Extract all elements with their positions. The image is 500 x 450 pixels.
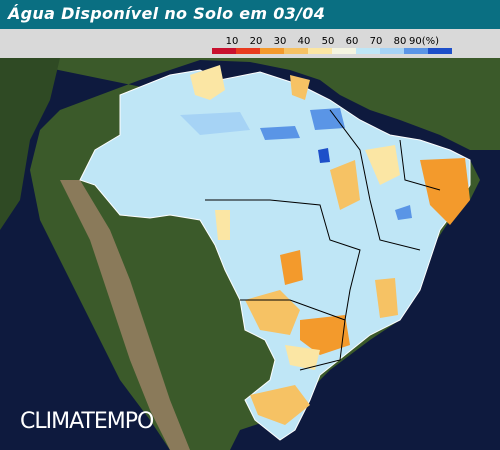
borders [205, 109, 441, 371]
legend-label: 70 [370, 36, 383, 47]
legend-label: 30 [274, 36, 287, 47]
legend-label: 10 [226, 36, 239, 47]
dry-patches [190, 65, 470, 425]
andes [60, 180, 190, 450]
legend-label: 40 [298, 36, 311, 47]
legend-bar: 10 20 30 40 50 60 70 80 90(%) [0, 29, 500, 58]
legend-swatch [404, 48, 428, 54]
legend-label: 20 [250, 36, 263, 47]
legend-label: 80 [394, 36, 407, 47]
title-bar: Água Disponível no Solo em 03/04 [0, 0, 500, 29]
legend-swatch [212, 48, 236, 54]
land [0, 58, 60, 230]
legend-swatch [380, 48, 404, 54]
logo: CLIMATEMPO [20, 409, 154, 434]
legend-swatch [260, 48, 284, 54]
wet-patches [180, 108, 412, 220]
legend-swatch [428, 48, 452, 54]
title: Água Disponível no Solo em 03/04 [8, 4, 326, 23]
legend-swatch [332, 48, 356, 54]
legend: 10 20 30 40 50 60 70 80 90(%) [212, 36, 452, 54]
legend-label: 60 [346, 36, 359, 47]
legend-swatch [284, 48, 308, 54]
legend-swatch [356, 48, 380, 54]
legend-label: 50 [322, 36, 335, 47]
legend-swatch [308, 48, 332, 54]
legend-label: 90(%) [409, 36, 439, 47]
legend-swatch [236, 48, 260, 54]
